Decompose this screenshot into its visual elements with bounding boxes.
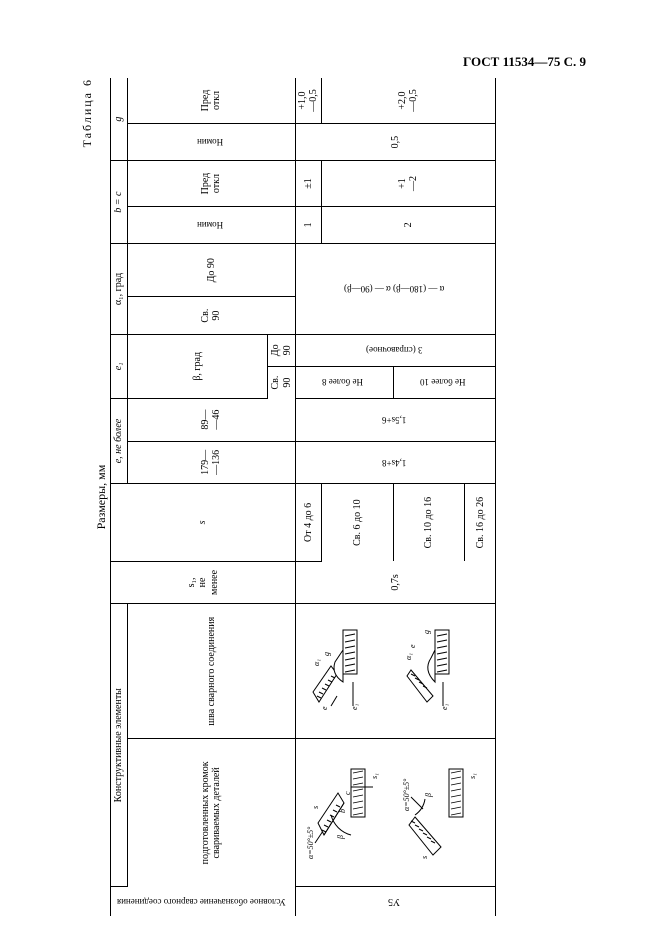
col-g-pred: Пред откл xyxy=(200,90,223,112)
col-alpha1: α₁, град xyxy=(111,244,128,335)
svg-text:s: s xyxy=(420,855,429,858)
col-a1-sv90: Св.90 xyxy=(127,297,296,334)
cell-alpha1: α — (180—β) α — (90—β) xyxy=(340,283,448,295)
svg-text:α₁: α₁ xyxy=(404,653,413,660)
svg-text:s: s xyxy=(311,805,320,808)
svg-text:g: g xyxy=(322,652,331,656)
cell-enb1: 1,4s+8 xyxy=(378,456,410,468)
col-b-pred: Пред откл xyxy=(200,173,223,195)
col-e-nb-1: 179——136 xyxy=(127,441,296,484)
svg-text:g: g xyxy=(422,630,431,634)
col-s: s xyxy=(111,484,296,561)
cell-b-nomin-1: 2 xyxy=(322,206,496,243)
table-label: Таблица 6 xyxy=(80,78,95,147)
col-b-nomin: Номин xyxy=(193,219,227,231)
cell-g-pred-0: +1,0—0,5 xyxy=(296,78,322,123)
col-podgot: подготовленных кромок свариваемых детале… xyxy=(127,739,296,887)
svg-text:s₁: s₁ xyxy=(468,772,477,778)
col-e1: e₁ xyxy=(111,334,128,398)
col-e-nb: e, не более xyxy=(111,398,128,483)
svg-text:α=50°±5°: α=50°±5° xyxy=(402,777,411,810)
svg-text:e₁: e₁ xyxy=(350,704,359,711)
cell-e1-sv90-0: Не более 8 xyxy=(318,376,367,388)
col-konstr: Конструктивные элементы xyxy=(111,604,128,887)
cell-enb2: 1,5s+6 xyxy=(378,414,410,426)
svg-text:e₁: e₁ xyxy=(440,704,449,711)
svg-text:b: b xyxy=(338,809,347,813)
diagram-weld: e e₁ g α₁ xyxy=(296,604,496,739)
svg-text:s₁: s₁ xyxy=(370,772,379,778)
cell-y5: У5 xyxy=(384,895,404,909)
cell-e1-sv90-1: Не более 10 xyxy=(416,376,469,388)
col-g: g xyxy=(111,78,128,161)
col-usl: Условное обозначение сварного соединения xyxy=(113,895,290,907)
cell-b-nomin-0: 1 xyxy=(296,206,322,243)
units-label: Размеры, мм xyxy=(94,465,109,530)
svg-text:β: β xyxy=(336,835,345,840)
col-a1-do90: До 90 xyxy=(127,244,296,297)
col-beta-do90: До90 xyxy=(268,334,296,366)
cell-g-pred-1: +2,0—0,5 xyxy=(322,78,496,123)
cell-b-pred-1: +1—2 xyxy=(322,161,496,206)
svg-text:α₁: α₁ xyxy=(312,659,321,666)
cell-s1: 0,7s xyxy=(296,561,496,604)
svg-text:e: e xyxy=(320,706,329,710)
svg-text:β: β xyxy=(424,793,433,798)
col-bc: b = c xyxy=(111,161,128,244)
cell-s-2: Св. 10 до 16 xyxy=(394,484,465,561)
col-g-nomin: Номин xyxy=(193,136,227,148)
col-beta-sv90: Св.90 xyxy=(268,366,296,398)
svg-text:e: e xyxy=(408,644,417,648)
cell-g-nomin: 0,5 xyxy=(296,123,496,160)
cell-e1-do90: 3 (справочное) xyxy=(362,344,426,356)
col-shva: шва сварного соединения xyxy=(127,604,296,739)
table-row: У5 α=50°±5° xyxy=(296,78,322,916)
col-s1: s₁,неменее xyxy=(111,561,296,604)
page-header: ГОСТ 11534—75 С. 9 xyxy=(463,54,586,70)
main-table: Условное обозначение сварного соединения… xyxy=(110,78,496,916)
cell-s-0: От 4 до 6 xyxy=(296,484,322,561)
cell-b-pred-0: ±1 xyxy=(296,161,322,206)
cell-s-1: Св. 6 до 10 xyxy=(322,484,394,561)
col-beta: β, град xyxy=(127,334,268,398)
diagram-prep: α=50°±5° s c xyxy=(296,739,496,887)
cell-s-3: Св. 16 до 26 xyxy=(465,484,496,561)
col-e-nb-2: 89——46 xyxy=(127,398,296,441)
svg-text:α=50°±5°: α=50°±5° xyxy=(306,825,315,858)
